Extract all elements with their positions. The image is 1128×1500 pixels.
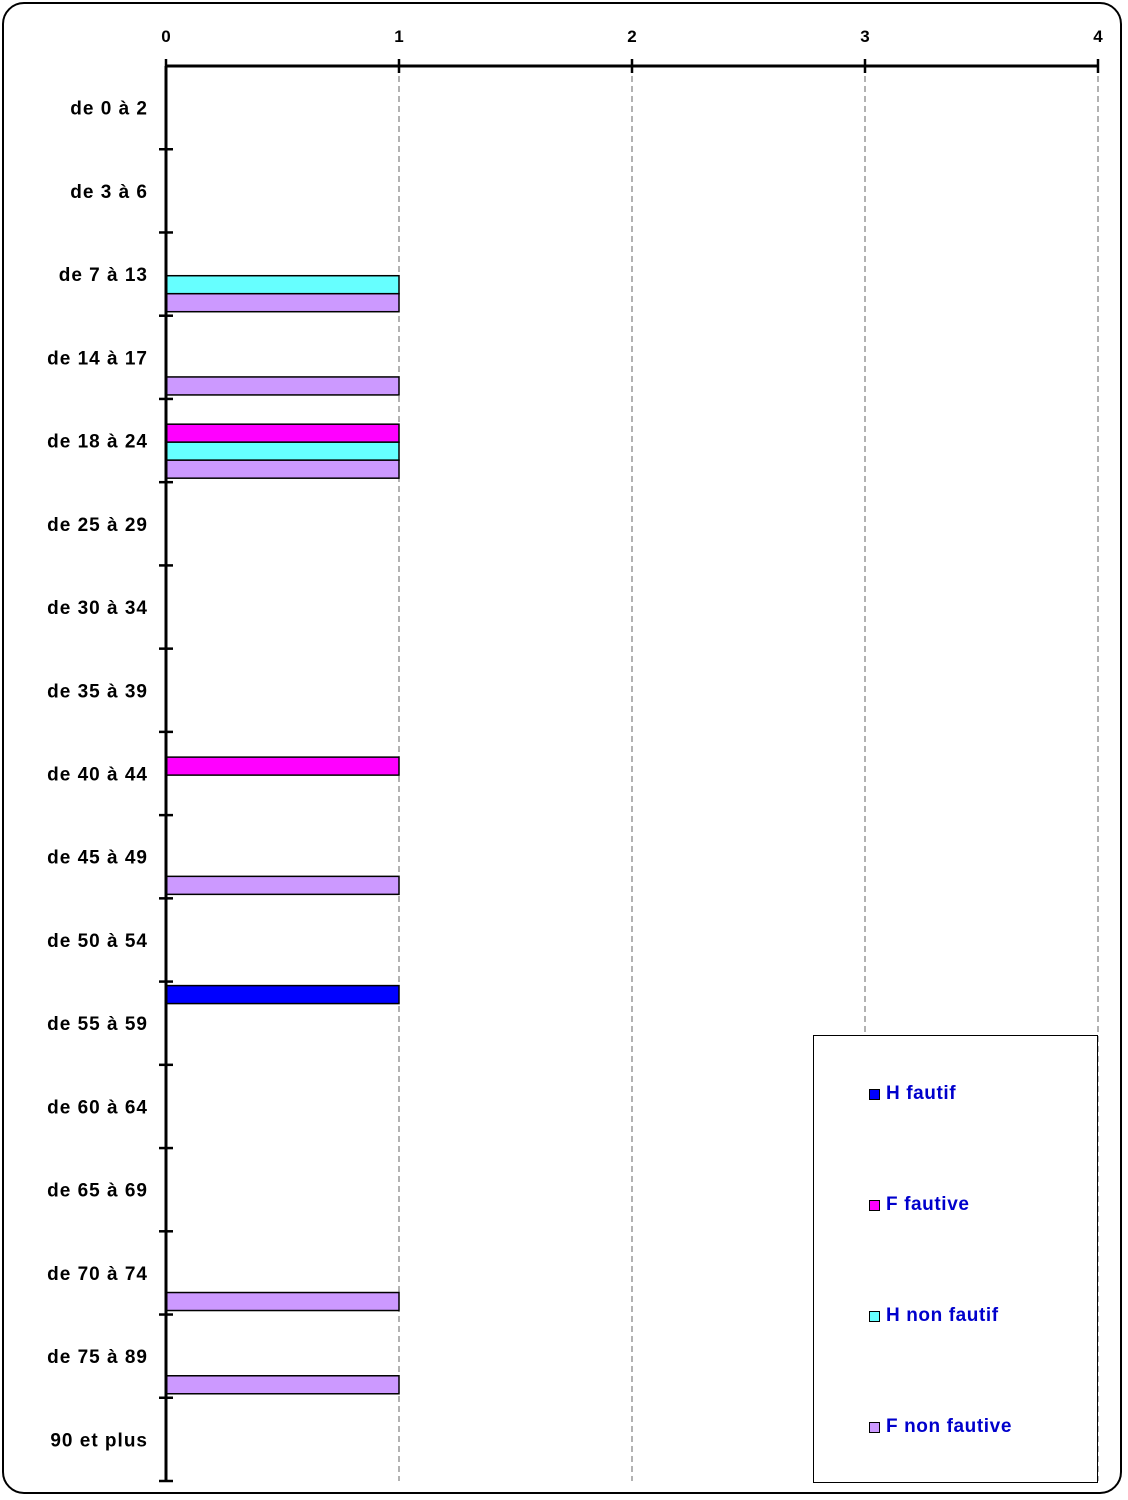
legend-label-h-fautif: H fautif xyxy=(886,1083,957,1104)
y-tick-label: de 25 à 29 xyxy=(47,515,148,536)
y-tick-label: de 30 à 34 xyxy=(47,598,148,619)
legend: H fautif F fautive H non fautif F non fa… xyxy=(813,1035,1098,1483)
x-tick-label-4: 4 xyxy=(1093,27,1103,46)
y-tick-label: de 40 à 44 xyxy=(47,765,148,786)
y-tick-label: de 0 à 2 xyxy=(70,99,148,120)
y-tick-label: de 3 à 6 xyxy=(70,182,148,203)
legend-label-h-non-fautif: H non fautif xyxy=(886,1305,999,1326)
x-tick-label-0: 0 xyxy=(161,27,170,46)
bar-f-non-fautive-9 xyxy=(165,875,400,896)
y-tick-label: de 14 à 17 xyxy=(47,348,148,369)
bar-f-non-fautive-2 xyxy=(165,292,400,313)
legend-item-f-fautive: F fautive xyxy=(869,1194,970,1216)
legend-label-f-fautive: F fautive xyxy=(886,1194,970,1215)
bar-h-non-fautif-2 xyxy=(165,274,400,295)
legend-swatch-h-non-fautif xyxy=(869,1310,880,1322)
y-tick-label: de 18 à 24 xyxy=(47,432,148,453)
legend-swatch-h-fautif xyxy=(869,1088,880,1100)
bar-h-non-fautif-4 xyxy=(165,441,400,461)
bar-f-fautive-4 xyxy=(165,423,400,443)
legend-swatch-f-non-fautive xyxy=(869,1421,880,1433)
bar-h-fautif-11 xyxy=(165,984,400,1005)
x-tick-label-3: 3 xyxy=(860,27,869,46)
bar-f-non-fautive-14 xyxy=(165,1291,400,1312)
bar-f-non-fautive-4 xyxy=(165,459,400,479)
y-tick-label: de 45 à 49 xyxy=(47,848,148,869)
y-tick-label: 90 et plus xyxy=(50,1430,148,1451)
bar-f-non-fautive-15 xyxy=(165,1375,400,1395)
y-tick-label: de 7 à 13 xyxy=(59,265,148,286)
y-tick-label: de 60 à 64 xyxy=(47,1097,148,1118)
x-tick-label-1: 1 xyxy=(394,27,403,46)
legend-item-f-non-fautive: F non fautive xyxy=(869,1416,1012,1438)
legend-item-h-non-fautif: H non fautif xyxy=(869,1305,999,1327)
y-tick-label: de 70 à 74 xyxy=(47,1264,148,1285)
legend-item-h-fautif: H fautif xyxy=(869,1083,956,1105)
y-tick-label: de 75 à 89 xyxy=(47,1347,148,1368)
bar-f-non-fautive-3 xyxy=(165,376,400,396)
y-tick-label: de 35 à 39 xyxy=(47,681,148,702)
legend-label-f-non-fautive: F non fautive xyxy=(886,1416,1013,1437)
x-tick-label-2: 2 xyxy=(627,27,636,46)
y-tick-label: de 65 à 69 xyxy=(47,1181,148,1202)
y-tick-label: de 55 à 59 xyxy=(47,1014,148,1035)
y-tick-label: de 50 à 54 xyxy=(47,931,148,952)
bar-f-fautive-8 xyxy=(165,756,400,776)
legend-swatch-f-fautive xyxy=(869,1199,880,1211)
